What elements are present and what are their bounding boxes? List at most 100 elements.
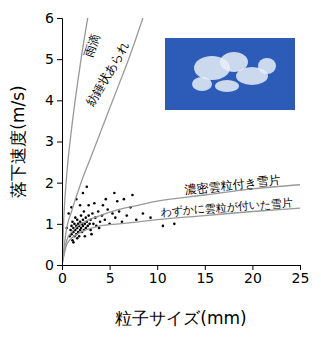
point	[104, 218, 107, 221]
curve	[62, 185, 300, 265]
curve	[62, 18, 143, 265]
point	[135, 218, 138, 221]
point	[131, 194, 134, 197]
point	[79, 204, 82, 207]
point	[91, 212, 94, 215]
point	[149, 216, 152, 219]
tick-label: 25	[292, 270, 310, 286]
tick-label: 10	[149, 270, 167, 286]
chart: 雨滴紡錘状あられ濃密雲粒付き雪片わずかに雲粒が付いた雪片051015202501…	[0, 0, 321, 338]
inset-photo	[165, 38, 295, 110]
tick-label: 0	[45, 257, 54, 273]
point	[82, 225, 85, 228]
curve-label: 濃密雲粒付き雪片	[184, 173, 281, 197]
point	[87, 214, 90, 217]
tick: 2	[45, 175, 62, 191]
point	[111, 212, 114, 215]
point	[76, 237, 79, 240]
tick-mark	[57, 59, 62, 60]
tick: 5	[106, 265, 115, 286]
point	[125, 214, 128, 217]
tick: 5	[45, 51, 62, 67]
point	[87, 204, 90, 207]
plot: 雨滴紡錘状あられ濃密雲粒付き雪片わずかに雲粒が付いた雪片051015202501…	[45, 10, 309, 286]
point	[113, 192, 116, 195]
point	[116, 200, 119, 203]
tick: 25	[292, 265, 310, 286]
tick-label: 3	[45, 133, 54, 149]
point	[99, 220, 102, 223]
point	[74, 216, 77, 219]
point	[80, 214, 83, 217]
point	[121, 220, 124, 223]
point	[106, 208, 109, 211]
point	[78, 235, 81, 238]
marks	[62, 18, 300, 265]
axis-line	[63, 266, 301, 271]
tick-label: 1	[45, 216, 54, 232]
tick-mark	[57, 100, 62, 101]
tick-label: 4	[45, 92, 54, 108]
point	[142, 212, 145, 215]
tick: 6	[45, 10, 62, 26]
tick-mark	[57, 224, 62, 225]
point	[102, 204, 105, 207]
point	[123, 198, 126, 201]
inset-photo-ground	[165, 38, 295, 110]
curve-label: 紡錘状あられ	[83, 39, 131, 108]
point	[71, 220, 74, 223]
point	[85, 185, 88, 188]
tick-mark	[57, 265, 62, 266]
y-axis-title: 落下速度(m/s)	[8, 85, 28, 197]
point	[70, 225, 73, 228]
point	[118, 210, 121, 213]
point	[85, 227, 88, 230]
tick-mark	[57, 142, 62, 143]
tick-label: 0	[58, 270, 67, 286]
axis-line	[57, 19, 63, 266]
tick-label: 5	[106, 270, 115, 286]
tick: 1	[45, 216, 62, 232]
x-axis: 0 5 10 15 20 25	[58, 265, 309, 286]
point	[73, 223, 76, 226]
point	[82, 218, 85, 221]
point	[80, 227, 83, 230]
point	[72, 241, 75, 244]
point	[162, 225, 165, 228]
point	[90, 233, 93, 236]
tick: 20	[244, 265, 262, 286]
point	[92, 223, 95, 226]
point	[84, 223, 87, 226]
point	[93, 202, 96, 205]
tick: 10	[149, 265, 167, 286]
inset-photo-flake	[192, 77, 212, 91]
tick-label: 2	[45, 175, 54, 191]
point	[79, 220, 82, 223]
tick: 3	[45, 133, 62, 149]
point	[67, 212, 70, 215]
point	[173, 223, 176, 226]
tick: 0	[45, 257, 62, 273]
point	[69, 229, 72, 232]
point	[114, 216, 117, 219]
tick: 0	[58, 265, 67, 286]
point	[97, 210, 100, 213]
point	[83, 210, 86, 213]
tick-label: 20	[244, 270, 262, 286]
point	[88, 223, 91, 226]
inset-photo-flake	[215, 80, 239, 92]
tick-label: 5	[45, 51, 54, 67]
inset-photo-flake	[258, 58, 276, 74]
point	[98, 227, 101, 230]
tick: 4	[45, 92, 62, 108]
point	[84, 235, 87, 238]
curve-label: 雨滴	[82, 32, 103, 59]
y-axis: 0 1 2 3 4 5 6	[45, 10, 62, 273]
point	[104, 198, 107, 201]
x-axis-title: 粒子サイズ(mm)	[115, 308, 246, 328]
point	[85, 216, 88, 219]
tick: 15	[196, 265, 214, 286]
point	[86, 225, 89, 228]
point	[82, 192, 85, 195]
curve-label: わずかに雲粒が付いた雪片	[160, 196, 293, 218]
